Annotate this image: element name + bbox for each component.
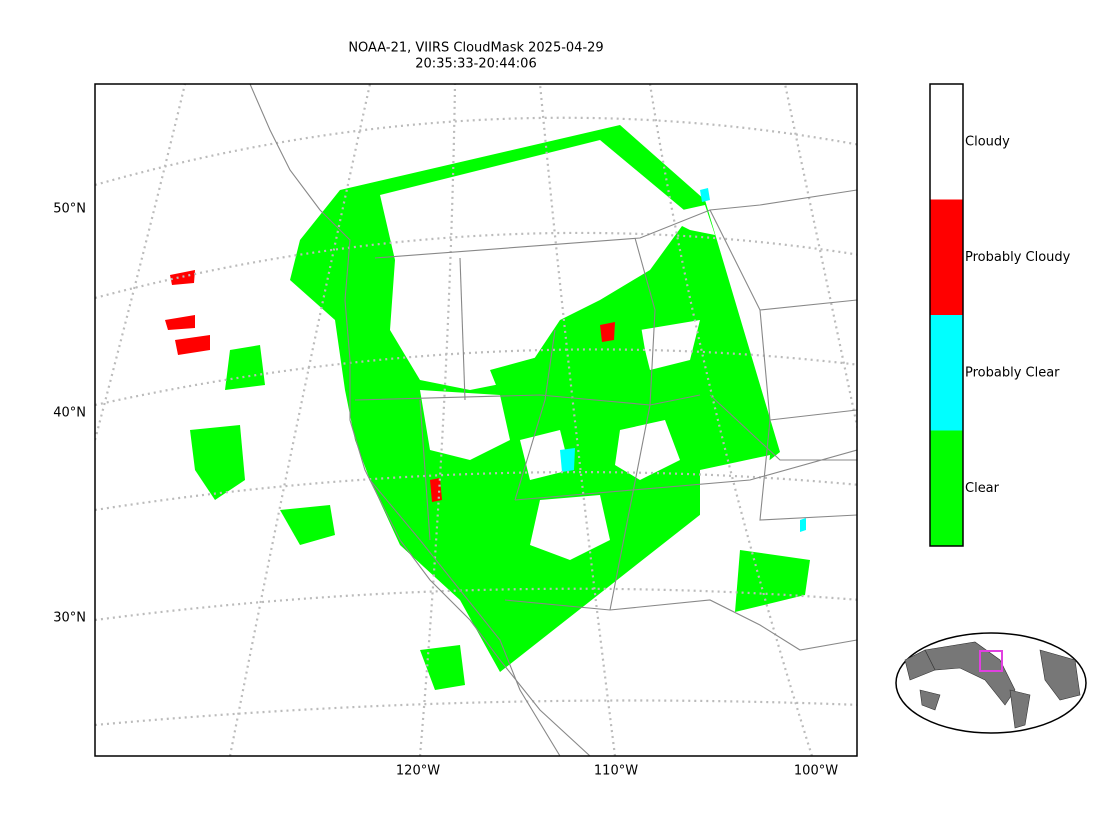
inset-globe — [895, 632, 1087, 734]
title-line-1: NOAA-21, VIIRS CloudMask 2025-04-29 — [348, 41, 603, 56]
colorbar-frame — [929, 83, 964, 547]
lat-label: 30°N — [53, 611, 86, 626]
lon-label: 100°W — [794, 764, 838, 779]
colorbar-label: Probably Clear — [965, 365, 1060, 380]
lon-label: 120°W — [396, 764, 440, 779]
lat-labels: 50°N 40°N 30°N — [53, 202, 86, 626]
colorbar-label: Probably Cloudy — [965, 250, 1071, 265]
colorbar-segment — [930, 199, 963, 315]
lon-labels: 120°W 110°W 100°W — [396, 764, 838, 779]
map — [95, 84, 857, 756]
colorbar-segment — [930, 84, 963, 200]
colorbar: Cloudy Probably Cloudy Probably Clear Clear — [929, 83, 1071, 547]
colorbar-label: Cloudy — [965, 134, 1010, 149]
lon-label: 110°W — [594, 764, 638, 779]
colorbar-label: Clear — [965, 481, 1000, 496]
colorbar-segment — [930, 430, 963, 546]
title-line-2: 20:35:33-20:44:06 — [415, 57, 536, 72]
lat-label: 40°N — [53, 406, 86, 421]
colorbar-segment — [930, 315, 963, 431]
lat-label: 50°N — [53, 202, 86, 217]
map-frame — [94, 83, 858, 757]
